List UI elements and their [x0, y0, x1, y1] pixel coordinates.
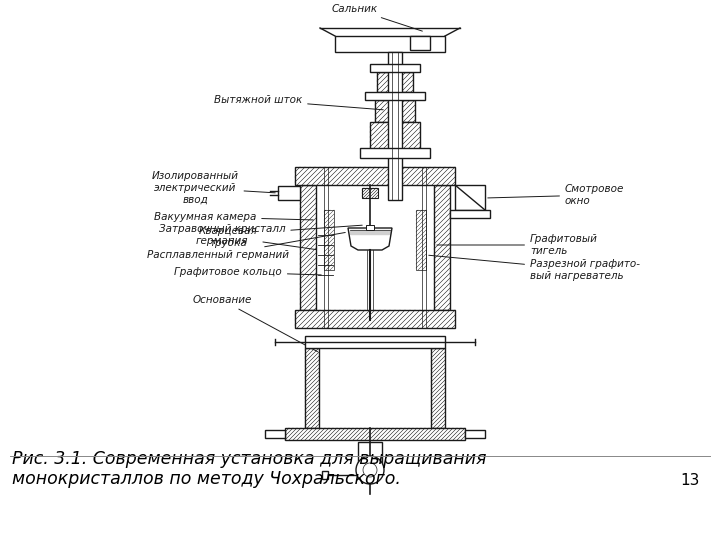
Bar — [434, 185, 450, 310]
Text: Изолированный
электрический
ввод: Изолированный электрический ввод — [151, 171, 275, 205]
Bar — [362, 188, 378, 198]
Text: монокристаллов по методу Чохральского.: монокристаллов по методу Чохральского. — [12, 470, 401, 488]
Text: Расплавленный германий: Расплавленный германий — [147, 233, 346, 260]
Circle shape — [363, 463, 377, 477]
Bar — [265, 430, 285, 438]
Text: Графитовое кольцо: Графитовое кольцо — [174, 267, 321, 277]
Bar — [300, 185, 316, 310]
Bar — [410, 36, 430, 50]
Bar — [388, 52, 402, 200]
Bar — [450, 210, 490, 218]
Bar — [322, 471, 328, 479]
Bar — [358, 442, 382, 470]
Text: Графитовый
тигель: Графитовый тигель — [437, 234, 598, 256]
Text: Рис. 3.1. Современная установка для выращивания: Рис. 3.1. Современная установка для выра… — [12, 450, 487, 468]
Bar — [305, 348, 319, 428]
Text: Вакуумная камера: Вакуумная камера — [154, 212, 313, 222]
Bar — [285, 428, 465, 440]
Bar — [377, 72, 413, 92]
Bar — [366, 225, 374, 230]
Text: Затравочный кристалл
германия: Затравочный кристалл германия — [158, 224, 362, 246]
Bar — [455, 185, 485, 210]
Bar — [295, 310, 455, 328]
Circle shape — [356, 456, 384, 484]
Text: Кварцевая
трубка: Кварцевая трубка — [199, 226, 316, 249]
Bar — [278, 186, 300, 200]
Text: 13: 13 — [680, 473, 700, 488]
Bar — [324, 210, 334, 270]
Bar — [370, 122, 420, 150]
Bar — [305, 336, 445, 348]
Bar — [360, 148, 430, 158]
Bar — [365, 92, 425, 100]
Text: Основание: Основание — [192, 295, 318, 352]
Bar — [431, 348, 445, 428]
Bar — [335, 36, 445, 52]
Bar — [416, 210, 426, 270]
Bar — [375, 100, 415, 122]
Bar — [295, 167, 455, 185]
Text: Смотровое
окно: Смотровое окно — [487, 184, 624, 206]
Bar — [465, 430, 485, 438]
Text: Разрезной графито-
вый нагреватель: Разрезной графито- вый нагреватель — [429, 255, 640, 281]
Bar — [370, 64, 420, 72]
Text: Сальник: Сальник — [332, 4, 423, 31]
Text: Вытяжной шток: Вытяжной шток — [214, 95, 383, 110]
